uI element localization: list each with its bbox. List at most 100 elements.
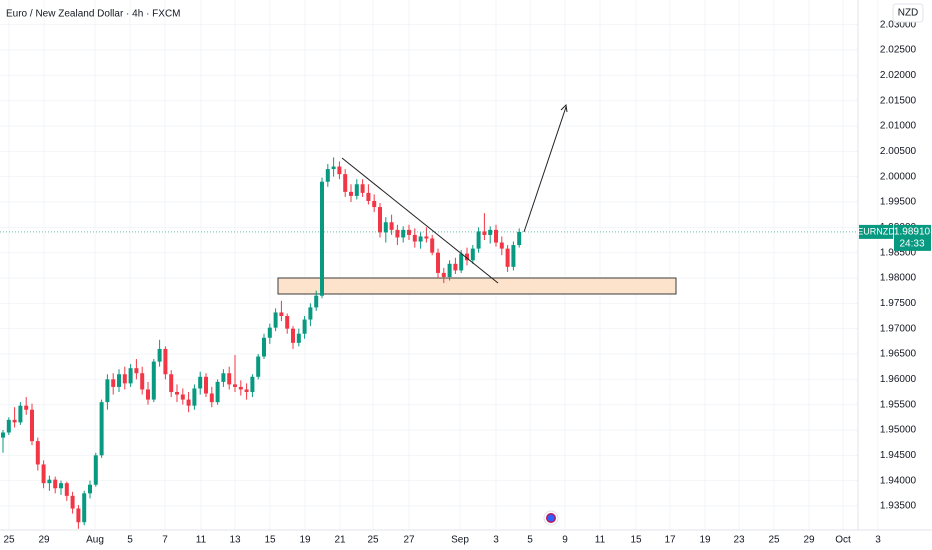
candle-body [279,312,284,316]
candle-body [70,495,75,509]
candle-body [302,319,307,334]
x-tick-label: 21 [334,535,346,546]
candle-body [47,479,52,484]
candle-body [465,253,469,261]
candle-body [447,263,452,277]
axes: 25 29 Aug 5 7 11 13 15 19 21 25 27 Sep 3 5 9 11 15 17 19 23 2… [3,19,931,546]
chart-title: Euro / New Zealand Dollar · 4h · FXCM [6,9,181,20]
candle-body [482,231,487,235]
x-tick-label: 13 [229,535,241,546]
x-tick-label: 19 [699,535,711,546]
candle-body [186,399,191,406]
candle-body [517,231,522,246]
candle-body [407,229,411,235]
candle-body [494,229,498,243]
candle-body [337,166,342,175]
candle-body [424,236,429,239]
candle-body [470,248,475,261]
y-tick-label: 2.03000 [880,19,917,30]
candles [0,157,858,529]
candle-body [53,479,58,489]
candle-body [180,394,185,400]
candle-body [221,373,226,382]
candle-body [76,508,81,523]
y-tick-label: 1.98500 [880,247,917,258]
candle-body [291,328,295,343]
candle-body [436,252,440,273]
candle-body [430,238,435,253]
candle-body [418,236,423,242]
candle-body [262,337,266,357]
symbol-label: EURNZD [857,226,895,236]
candle-body [88,484,92,494]
candle-body [1,432,5,438]
x-tick-label: 29 [38,535,50,546]
candle-body [308,307,313,320]
arrow-head [560,103,568,113]
x-tick-label: 25 [367,535,379,546]
x-tick-label: Oct [835,535,851,546]
candle-body [41,464,46,484]
candle-body [146,389,150,400]
candle-body [151,361,156,400]
candle-body [372,200,377,208]
candle-body [285,315,290,329]
x-tick-label: 15 [630,535,642,546]
candle-body [227,373,232,385]
y-tick-label: 1.96500 [880,349,917,360]
y-tick-label: 1.94500 [880,450,917,461]
x-tick-label: 3 [493,535,499,546]
candle-body [204,376,208,394]
candle-body [198,376,203,389]
candle-body [24,405,29,410]
x-tick-label: 9 [562,535,568,546]
candle-body [59,483,63,489]
y-tick-label: 2.00000 [880,171,917,182]
y-tick-label: 1.97500 [880,298,917,309]
candle-body [238,386,243,390]
y-tick-label: 1.95500 [880,399,917,410]
candle-body [64,483,69,496]
y-tick-label: 1.93500 [880,501,917,512]
x-tick-label: 25 [3,535,15,546]
candle-body [128,368,133,384]
candle-body [343,174,348,192]
candle-body [175,391,179,395]
candle-body [250,376,255,392]
candle-body [99,402,104,456]
y-tick-label: 2.02000 [880,70,917,81]
candle-body [505,248,510,267]
x-tick-label: Aug [86,535,104,546]
candle-body [349,191,353,196]
candle-body [476,231,481,249]
candle-body [331,166,336,170]
forecast-arrow [523,106,567,233]
x-tick-label: 5 [527,535,533,546]
candle-body [273,312,278,328]
y-tick-label: 1.97000 [880,323,917,334]
candle-body [354,184,359,196]
y-tick-label: 2.00500 [880,146,917,157]
x-tick-label: 23 [733,535,745,546]
candle-body [93,455,98,485]
candle-body [35,441,40,465]
candle-body [488,229,493,235]
x-tick-label: 17 [664,535,676,546]
candle-body [192,388,197,406]
candle-body [233,384,237,387]
candle-body [378,207,382,233]
candle-body [244,389,249,392]
currency-label[interactable]: NZD [898,8,919,19]
candle-body [325,169,330,182]
y-tick-label: 1.98000 [880,273,917,284]
candle-body [401,229,406,238]
candle-body [389,222,394,230]
candle-body [111,379,116,387]
trend-line [341,157,499,284]
y-tick-label: 2.01500 [880,95,917,106]
x-tick-label: 7 [162,535,168,546]
currency-box[interactable] [892,3,924,23]
candle-body [499,242,504,249]
